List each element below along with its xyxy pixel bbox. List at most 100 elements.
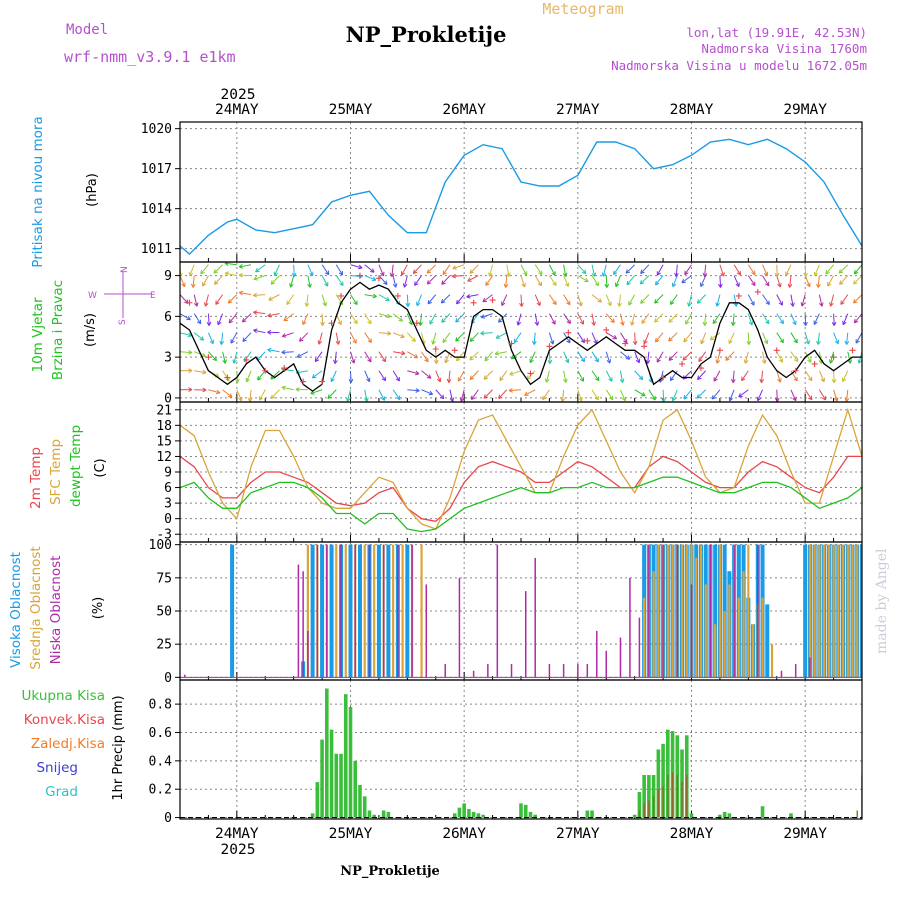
wind-arrow <box>421 332 425 345</box>
wind-arrow <box>698 351 707 362</box>
pressure-frame <box>179 121 863 263</box>
wind-arrow-head <box>508 387 513 393</box>
precip-plot-area <box>180 688 862 819</box>
cloud-low-bar <box>444 664 446 678</box>
wind-arrow-head <box>456 299 461 305</box>
precip-legend-item: Grad <box>45 784 78 800</box>
wind-arrow-head <box>238 396 243 402</box>
wind-arrow-head <box>808 395 813 401</box>
wind-arrow-head <box>335 340 341 345</box>
wind-arrow-head <box>712 319 717 325</box>
wind-arrow <box>253 329 266 334</box>
wind-arrow-head <box>302 320 307 325</box>
wind-arrow <box>350 370 352 383</box>
wind-arrow-head <box>803 272 808 277</box>
wind-arrow-head <box>763 271 769 277</box>
wind-arrow <box>426 264 437 274</box>
wind-arrow <box>236 389 242 402</box>
cloud-mid-bar <box>823 544 826 678</box>
wind-arrow <box>732 370 735 383</box>
wind-arrow-head <box>529 358 534 364</box>
wind-arrow-head <box>206 321 212 326</box>
wind-arrow <box>853 313 862 324</box>
wind-arrow <box>534 294 541 306</box>
top-year-label: 2025 <box>221 87 256 103</box>
wind-speed-line <box>180 281 862 392</box>
wind-arrow-head <box>516 321 522 326</box>
wind-arrow <box>469 264 479 274</box>
wind-arrow-head <box>523 271 528 276</box>
wind-arrow <box>321 264 330 275</box>
wind-arrow <box>605 370 613 382</box>
wind-arrow <box>628 294 636 306</box>
wind-gust-mark <box>584 337 591 344</box>
wind-arrow-head <box>779 338 784 344</box>
wind-arrow-head <box>765 319 770 325</box>
precip-total-bar <box>343 694 348 818</box>
wind-arrow <box>733 275 740 287</box>
wind-arrow-head <box>774 272 780 277</box>
wind-arrow <box>466 294 479 298</box>
wind-arrow <box>204 294 209 307</box>
wind-arrow-head <box>821 395 827 401</box>
wind-gust-mark <box>338 292 345 299</box>
wind-arrow <box>350 332 357 344</box>
wind-arrow <box>534 275 542 287</box>
wind-arrow-head <box>682 356 687 361</box>
wind-arrow <box>378 313 391 318</box>
cloud-mid-bar <box>737 597 740 678</box>
wind-arrow-head <box>217 320 222 326</box>
cloud-mid-bar <box>832 544 835 678</box>
wind-arrow-head <box>307 283 312 288</box>
wind-arrow-head <box>612 335 618 340</box>
wind-arrow <box>700 332 707 345</box>
pressure-plot-area <box>180 138 862 255</box>
wind-arrow <box>711 389 721 400</box>
wind-arrow-head <box>560 397 566 402</box>
wind-gust-mark <box>546 343 553 350</box>
wind-arrow-head <box>345 397 351 402</box>
wind-arrow <box>208 389 221 394</box>
precip-total-bar <box>339 753 343 818</box>
wind-arrow-head <box>488 272 493 277</box>
wind-arrow-head <box>681 278 686 284</box>
wind-arrow <box>427 294 437 305</box>
wind-arrow-head <box>202 369 207 375</box>
y-tick-label: 1020 <box>141 122 172 137</box>
cloud-low-bar <box>340 544 342 678</box>
temp-ylabel-3: dewpt Temp <box>68 425 84 507</box>
wind-arrow-head <box>270 394 276 400</box>
wind-arrow-head <box>212 356 217 362</box>
wind-arrow-head <box>230 339 235 344</box>
wind-arrow <box>520 275 526 288</box>
wind-arrow <box>513 332 522 343</box>
wind-arrow-head <box>544 378 550 383</box>
compass-north: N <box>120 266 130 273</box>
wind-arrow-head <box>808 376 813 382</box>
wind-arrow-head <box>289 283 294 288</box>
wind-arrow-head <box>552 281 557 287</box>
cloud-low-bar <box>382 544 385 678</box>
wind-arrow-head <box>842 320 847 326</box>
wind-arrow-head <box>853 299 858 304</box>
bottom-day-label: 25MAY <box>329 826 373 842</box>
wind-arrow <box>378 275 388 285</box>
cloud-low-bar <box>548 664 551 678</box>
wind-arrow-head <box>200 269 205 275</box>
wind-arrow-head <box>738 393 743 398</box>
wind-arrow <box>861 389 862 392</box>
y-tick-label: 0 <box>164 671 172 686</box>
wind-arrow <box>180 332 192 337</box>
wind-arrow-head <box>684 270 689 276</box>
wind-arrow-head <box>469 375 475 380</box>
wind-arrow-head <box>778 358 783 363</box>
cloud-low-bar <box>534 557 536 678</box>
precip-total-bar <box>457 807 462 818</box>
wind-arrow <box>215 294 224 305</box>
wind-arrow <box>619 389 626 401</box>
wind-arrow-head <box>820 377 825 383</box>
wind-arrow-head <box>841 377 847 383</box>
wind-arrow <box>452 275 465 277</box>
wind-gust-mark <box>716 347 723 354</box>
wind-arrow-head <box>591 272 597 277</box>
